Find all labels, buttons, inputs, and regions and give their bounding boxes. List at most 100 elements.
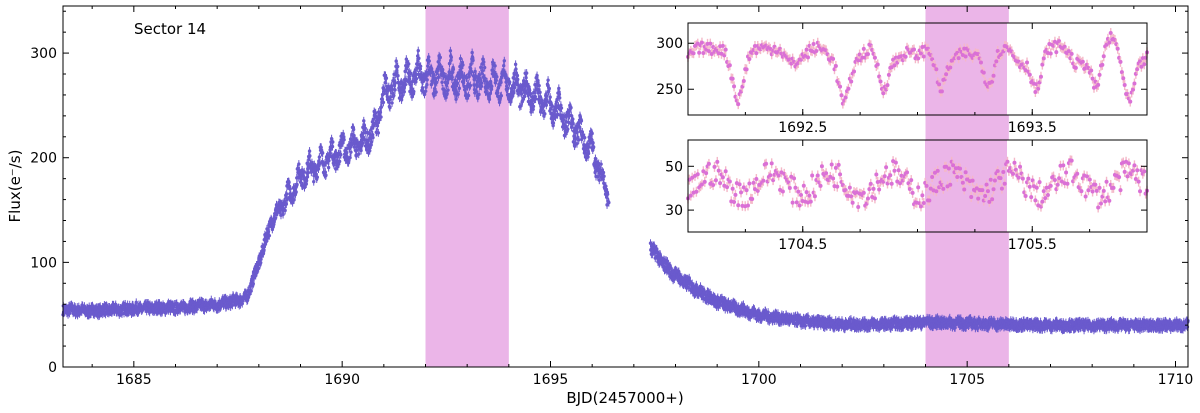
main-data-point <box>412 89 416 94</box>
main-data-point <box>561 118 565 122</box>
main-data-point <box>546 78 550 82</box>
main-data-point <box>543 112 547 116</box>
main-data-point <box>363 126 367 131</box>
main-data-point <box>426 55 431 59</box>
main-data-point <box>462 78 466 83</box>
main-data-point <box>590 131 594 136</box>
main-data-point <box>403 69 407 74</box>
main-data-point <box>342 138 346 142</box>
main-data-point <box>423 89 428 93</box>
main-data-point <box>402 90 406 94</box>
main-data-point <box>324 173 328 177</box>
main-data-point <box>400 93 405 98</box>
main-data-point <box>134 300 138 305</box>
main-data-point <box>264 239 269 244</box>
main-data-point <box>469 62 473 67</box>
main-data-point <box>414 77 419 81</box>
main-data-point <box>379 105 384 109</box>
main-data-point <box>375 124 380 128</box>
main-data-point <box>427 59 431 63</box>
main-data-point <box>348 155 352 160</box>
main-data-point <box>292 198 296 202</box>
main-data-point <box>597 178 602 182</box>
main-flux-points <box>61 46 1190 335</box>
main-data-point <box>307 149 312 153</box>
main-data-point <box>575 142 579 146</box>
main-data-point <box>495 75 499 79</box>
main-data-point <box>493 64 497 68</box>
main-data-point <box>191 299 195 304</box>
main-data-point <box>591 145 596 149</box>
main-data-point <box>456 92 460 96</box>
main-data-point <box>449 55 454 60</box>
main-data-point <box>388 105 392 110</box>
main-data-point <box>569 106 573 110</box>
main-data-point <box>524 71 529 75</box>
main-data-point <box>249 289 253 293</box>
main-data-point <box>384 76 389 80</box>
main-data-point <box>494 78 498 83</box>
main-data-point <box>694 283 699 287</box>
main-data-point <box>440 80 444 84</box>
main-data-point <box>450 75 454 79</box>
main-data-point <box>334 167 338 171</box>
main-data-point <box>425 82 429 87</box>
main-data-point <box>396 74 400 78</box>
main-data-point <box>607 200 611 205</box>
main-data-point <box>602 174 606 178</box>
main-data-point <box>490 84 494 89</box>
main-data-point <box>114 302 118 307</box>
main-data-point <box>409 71 413 76</box>
main-data-point <box>482 60 486 64</box>
main-data-point <box>360 141 365 146</box>
main-data-point <box>354 154 359 158</box>
main-data-point <box>339 153 343 157</box>
main-data-point <box>477 92 481 97</box>
main-data-point <box>351 127 356 132</box>
main-data-point <box>547 86 551 91</box>
main-data-point <box>516 77 520 82</box>
main-data-point <box>273 216 278 220</box>
main-data-point <box>416 48 420 53</box>
main-data-point <box>601 170 606 175</box>
main-data-point <box>605 192 610 196</box>
main-data-point <box>487 97 492 102</box>
main-data-point <box>294 190 298 194</box>
main-data-point <box>320 151 325 155</box>
main-data-point <box>435 80 439 85</box>
main-data-point <box>381 100 386 105</box>
main-data-point <box>502 59 507 63</box>
main-data-point <box>376 121 380 125</box>
main-data-point <box>479 81 484 85</box>
main-data-point <box>586 155 590 159</box>
main-data-point <box>337 159 342 164</box>
main-data-point <box>287 180 291 185</box>
main-data-point <box>290 200 295 205</box>
main-data-point <box>566 127 570 131</box>
main-data-point <box>299 177 303 182</box>
main-data-point <box>288 187 292 191</box>
main-data-point <box>283 208 287 213</box>
main-data-point <box>466 93 471 98</box>
main-data-point <box>461 63 465 67</box>
main-data-point <box>446 88 450 92</box>
main-data-point <box>418 64 423 69</box>
main-data-point <box>499 80 503 85</box>
main-data-point <box>407 62 411 66</box>
main-data-point <box>502 63 506 68</box>
main-data-point <box>483 76 487 81</box>
main-data-point <box>316 167 321 171</box>
main-data-point <box>468 83 473 88</box>
main-data-point <box>803 324 808 328</box>
main-data-point <box>457 86 462 91</box>
main-data-point <box>354 148 359 153</box>
main-data-point <box>326 165 331 170</box>
main-data-point <box>443 88 447 93</box>
main-data-point <box>425 78 429 82</box>
main-data-point <box>571 121 575 126</box>
main-data-point <box>396 64 400 69</box>
main-data-point <box>230 303 235 308</box>
main-data-point <box>665 259 670 263</box>
main-data-point <box>432 72 436 77</box>
